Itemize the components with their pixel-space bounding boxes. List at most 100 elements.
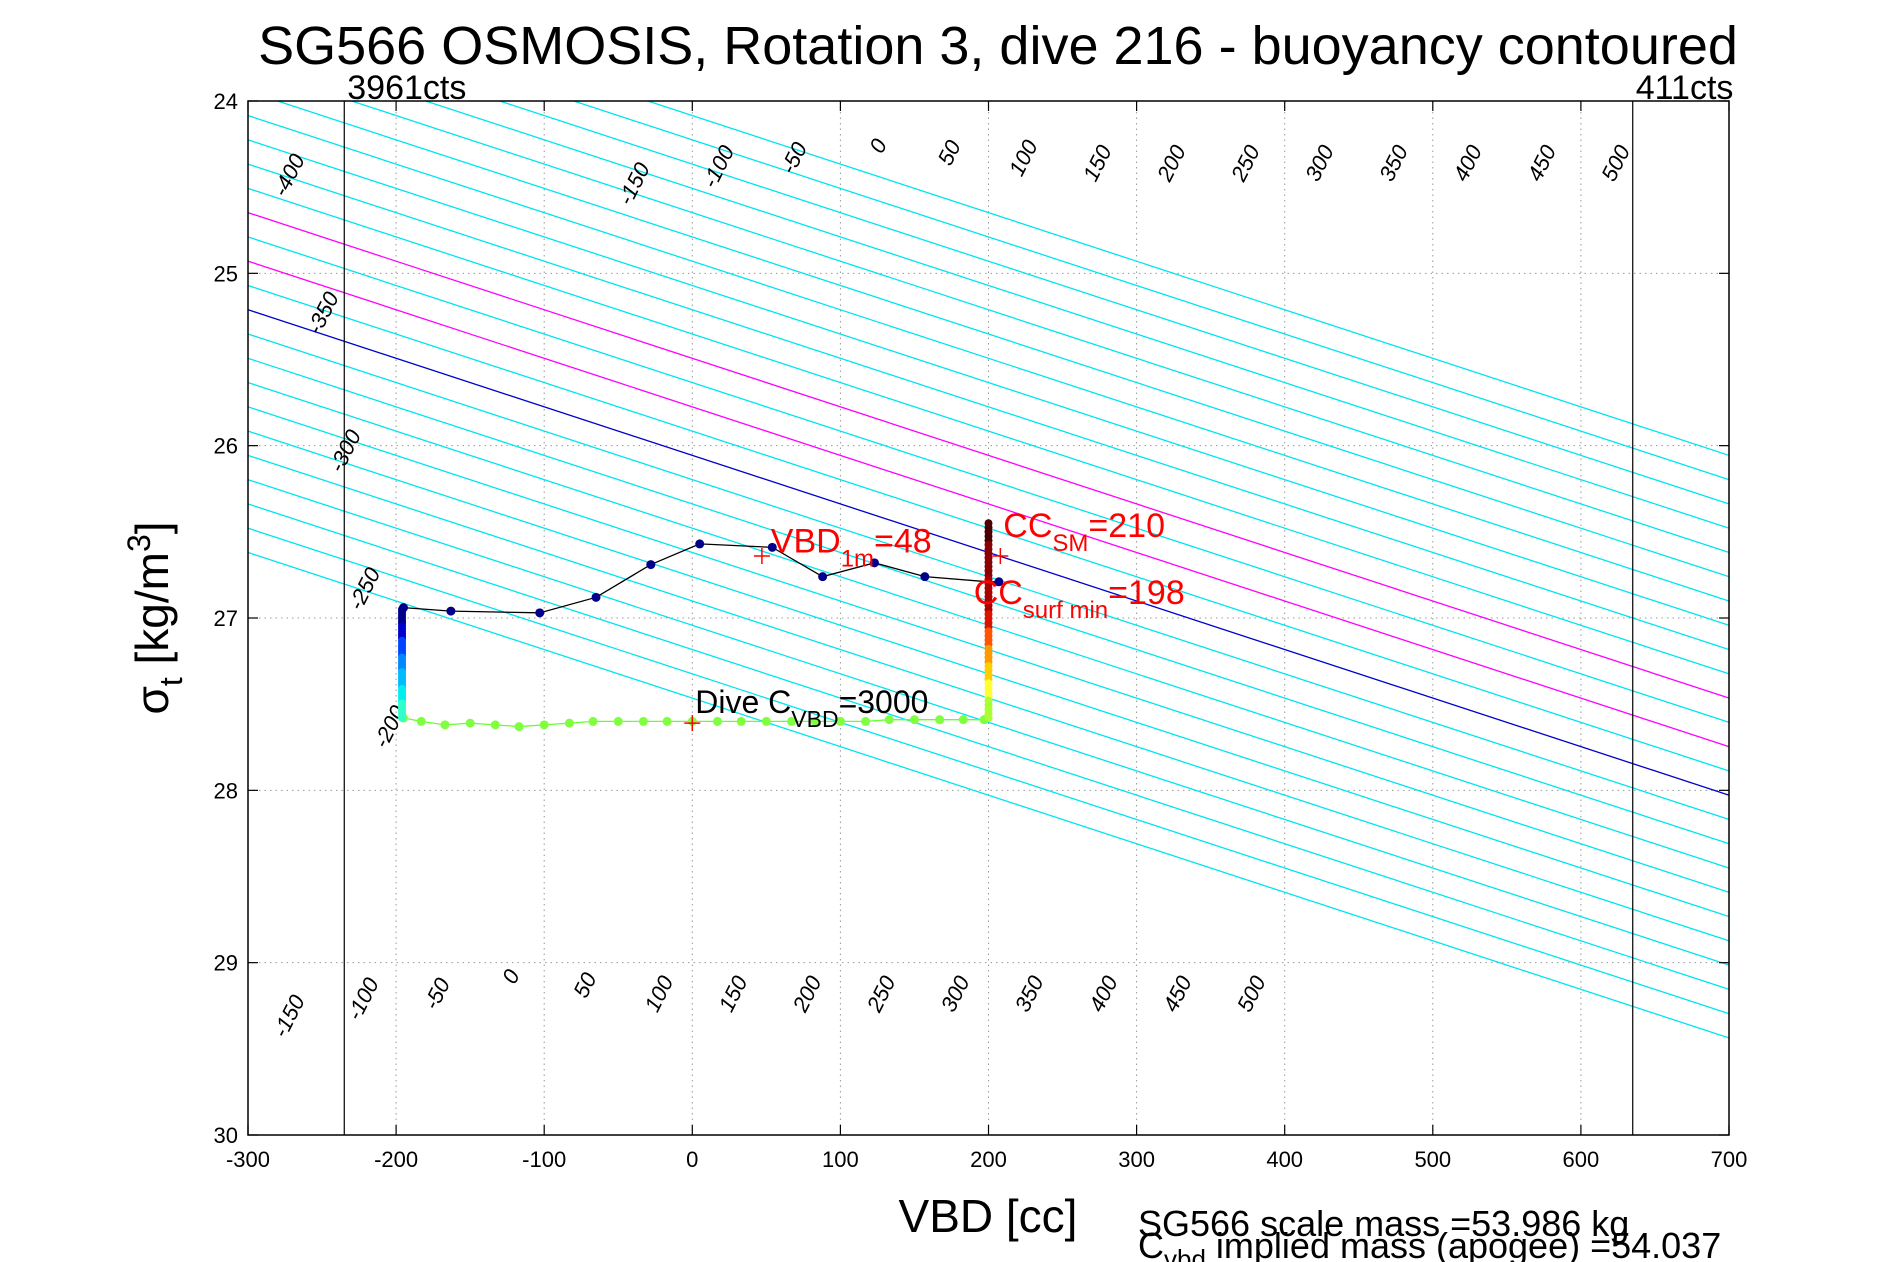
contour-line xyxy=(647,101,1729,457)
contour-value-label: 350 xyxy=(1010,971,1049,1016)
annotation-tail: =210 xyxy=(1088,507,1165,545)
contour-line xyxy=(248,139,1729,626)
contour-value-label: -100 xyxy=(697,141,740,192)
contour-value-label: 300 xyxy=(936,971,975,1016)
contour-value-label: -250 xyxy=(343,563,386,614)
annotation-label: CCSM=210 xyxy=(1003,507,1165,557)
contour-value-label: 100 xyxy=(1004,135,1043,180)
annotation-main: CC xyxy=(1003,507,1052,545)
data-point xyxy=(662,716,672,726)
x-tick-label: 0 xyxy=(686,1147,698,1172)
data-point xyxy=(712,716,722,726)
annotation-tail: =48 xyxy=(874,523,932,561)
annotation-main: VBD xyxy=(771,523,841,561)
data-point xyxy=(869,558,879,568)
contour-value-label: -350 xyxy=(302,287,345,338)
contour-value-label: 200 xyxy=(787,971,827,1017)
y-axis-label-sub: t xyxy=(153,677,189,686)
annotation-sub: surf min xyxy=(1023,597,1108,624)
contour-value-label: 50 xyxy=(568,968,602,1002)
data-point xyxy=(440,720,450,730)
contour-value-label: 450 xyxy=(1158,971,1197,1016)
data-point xyxy=(909,715,919,725)
contour-line xyxy=(248,284,1729,772)
plus-marker xyxy=(684,715,701,732)
x-tick-label: 400 xyxy=(1266,1147,1303,1172)
x-tick-label: 100 xyxy=(822,1147,859,1172)
contour-line xyxy=(248,309,1729,796)
contour-value-label: -100 xyxy=(342,973,385,1024)
data-point xyxy=(539,720,549,730)
annotation-tail: =198 xyxy=(1108,574,1185,612)
annotation-main: Dive C xyxy=(695,684,791,720)
annotation-tail: =3000 xyxy=(839,684,929,720)
data-point xyxy=(514,722,524,732)
contour-value-label: 200 xyxy=(1151,140,1191,186)
data-point xyxy=(810,716,820,726)
contour-value-label: 0 xyxy=(497,965,525,988)
annotation-label: VBD1m=48 xyxy=(771,523,932,573)
footer-scale-mass: SG566 scale mass =53.986 kg xyxy=(1138,1203,1629,1244)
data-point xyxy=(564,718,574,728)
dive-series xyxy=(398,519,1009,732)
contour-line xyxy=(573,101,1729,481)
annotation-main: CC xyxy=(974,574,1023,612)
series-line xyxy=(403,543,999,614)
contour-value-label: -150 xyxy=(268,990,311,1041)
contour-value-label: 400 xyxy=(1448,140,1487,185)
contour-line xyxy=(248,357,1729,845)
contour-line xyxy=(248,211,1729,699)
contour-line xyxy=(248,236,1729,724)
data-point xyxy=(818,572,828,582)
contour-line xyxy=(248,333,1729,821)
data-point xyxy=(767,542,777,552)
contour-value-label: -50 xyxy=(775,137,812,177)
y-axis-label-rest: [kg/m xyxy=(126,552,178,677)
data-point xyxy=(958,715,968,725)
y-tick-label: 27 xyxy=(214,606,238,631)
x-axis-label: VBD [cc] xyxy=(899,1190,1078,1242)
contour-line xyxy=(425,101,1729,529)
contour-value-label: -150 xyxy=(613,158,656,209)
data-point xyxy=(613,716,623,726)
contour-line xyxy=(248,406,1729,893)
data-point xyxy=(861,716,871,726)
contour-value-label: 300 xyxy=(1300,140,1339,185)
contour-line xyxy=(248,527,1729,1015)
data-point xyxy=(761,716,771,726)
data-point xyxy=(535,608,545,618)
x-tick-label: 500 xyxy=(1414,1147,1451,1172)
contour-value-label: 0 xyxy=(864,134,892,157)
y-tick-label: 25 xyxy=(214,261,238,286)
contour-value-label: -50 xyxy=(418,973,455,1013)
data-point xyxy=(416,716,426,726)
y-tick-label: 29 xyxy=(214,951,238,976)
data-point xyxy=(695,539,705,549)
contour-value-label: 450 xyxy=(1522,140,1561,185)
data-point xyxy=(736,716,746,726)
y-axis-label: σt [kg/m3] xyxy=(121,521,189,714)
footer-c-main: C xyxy=(1138,1225,1164,1262)
data-point xyxy=(994,577,1004,587)
contour-line xyxy=(499,101,1729,505)
chart-title: SG566 OSMOSIS, Rotation 3, dive 216 - bu… xyxy=(258,16,1738,76)
data-point xyxy=(920,572,930,582)
contour-line xyxy=(248,454,1729,942)
contour-labels: -400-350-300-250-200-150 -100 -50 0 50 100 150… xyxy=(268,134,1636,1041)
contour-value-label: 400 xyxy=(1084,971,1123,1016)
footer-c-sub: vbd xyxy=(1164,1244,1206,1262)
contour-line xyxy=(248,187,1729,675)
plus-marker xyxy=(992,547,1009,564)
y-tick-label: 30 xyxy=(214,1123,238,1148)
data-point xyxy=(591,592,601,602)
annotation-label: Dive CVBD=3000 xyxy=(695,684,928,732)
contour-value-label: 500 xyxy=(1596,140,1635,185)
annotation-sub: SM xyxy=(1052,530,1088,557)
data-point xyxy=(465,718,475,728)
data-point xyxy=(490,720,500,730)
data-point xyxy=(787,716,797,726)
contour-value-label: 250 xyxy=(861,971,901,1017)
contour-line xyxy=(248,114,1729,602)
